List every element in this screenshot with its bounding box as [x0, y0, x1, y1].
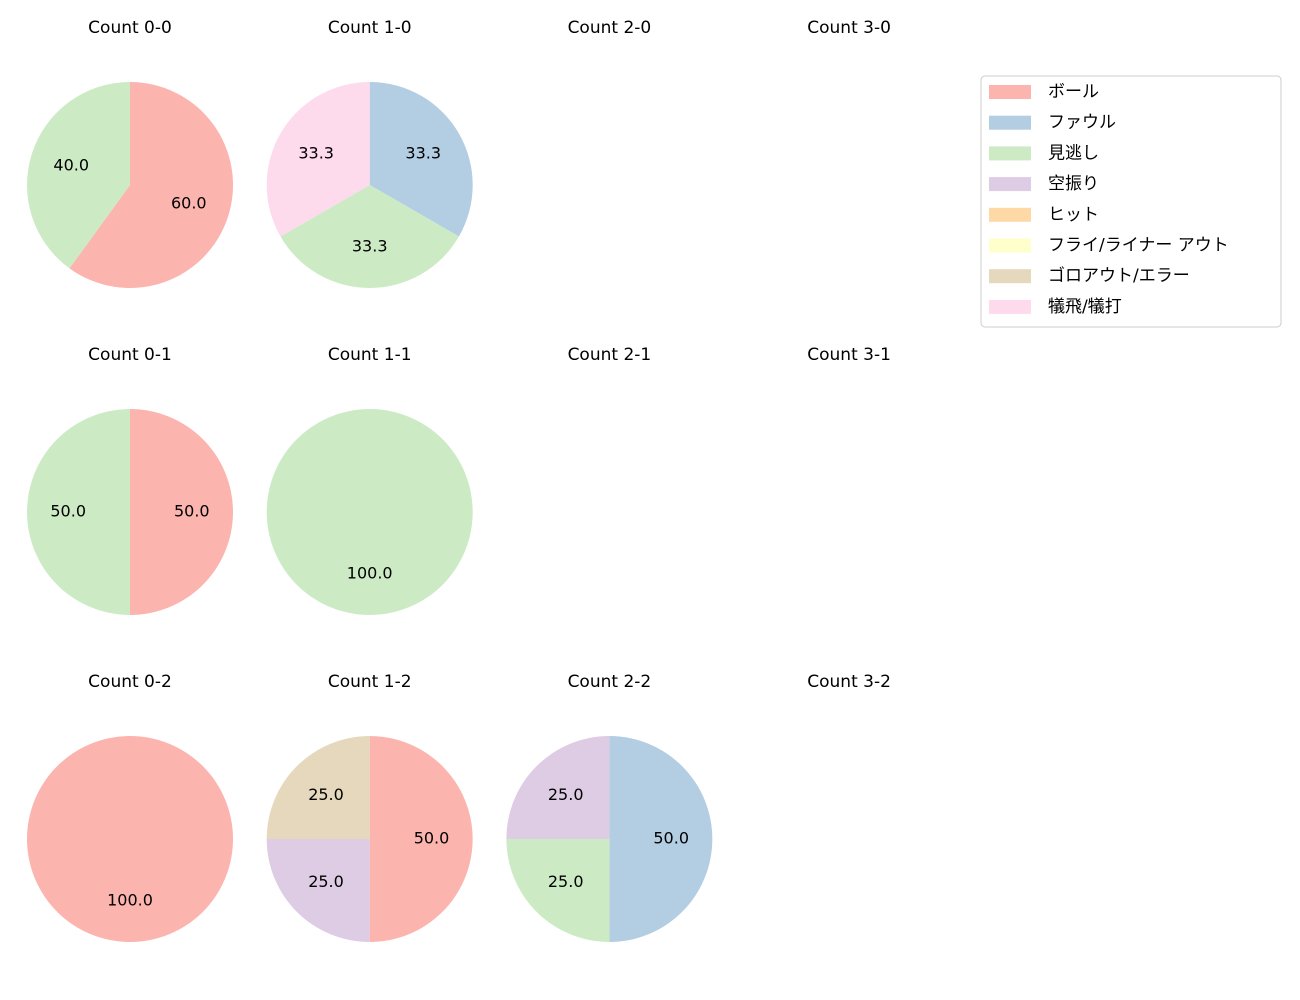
pie-title: Count 2-2	[568, 672, 652, 692]
legend-swatch	[989, 85, 1031, 99]
legend-swatch	[989, 207, 1031, 222]
pie-slice	[266, 839, 370, 942]
pie-title: Count 0-1	[88, 345, 172, 365]
pie-title: Count 3-2	[807, 672, 891, 692]
value-label: 100.0	[347, 563, 393, 582]
pie-title: Count 2-1	[568, 345, 652, 365]
pie-slice	[369, 736, 473, 942]
legend-label: 空振り	[1048, 174, 1099, 194]
pie-slice	[69, 82, 234, 288]
legend-label: ファウル	[1048, 113, 1116, 133]
legend-swatch	[989, 177, 1031, 192]
value-label: 25.0	[308, 872, 344, 891]
legend-swatch	[989, 146, 1031, 161]
legend-label: フライ/ライナー アウト	[1048, 236, 1229, 256]
pie-title: Count 0-2	[88, 672, 172, 692]
legend-swatch	[989, 238, 1031, 253]
pie-slice	[266, 736, 370, 839]
legend-label: 犠飛/犠打	[1048, 297, 1122, 317]
pie-slice	[27, 82, 131, 269]
pie-title: Count 1-1	[328, 345, 412, 365]
legend-label: ゴロアウト/エラー	[1048, 265, 1190, 286]
pie-title: Count 3-1	[807, 345, 891, 365]
value-label: 33.3	[405, 144, 441, 163]
pie-title: Count 2-0	[568, 18, 652, 38]
value-label: 33.3	[298, 144, 334, 163]
pie-slice	[27, 409, 130, 615]
legend-label: 見逃し	[1048, 143, 1099, 163]
legend-swatch	[989, 269, 1031, 284]
legend-box	[980, 75, 1282, 328]
value-label: 50.0	[50, 502, 86, 521]
value-label: 60.0	[171, 194, 207, 213]
value-label: 50.0	[653, 829, 689, 848]
value-label: 25.0	[548, 872, 584, 891]
pie-slice	[266, 82, 370, 237]
legend-label: ボール	[1048, 82, 1099, 102]
pie-title: Count 1-0	[328, 18, 412, 38]
value-label: 25.0	[548, 785, 584, 804]
value-label: 33.3	[352, 236, 388, 255]
value-label: 50.0	[414, 829, 450, 848]
value-label: 25.0	[308, 785, 344, 804]
pie-title: Count 3-0	[807, 18, 891, 38]
pie-slice	[266, 409, 473, 615]
pie-slice	[369, 82, 473, 237]
pie-slice	[506, 736, 610, 839]
pie-slice	[27, 736, 233, 942]
pie-slice	[130, 409, 233, 615]
pie-slice	[609, 736, 713, 942]
pie-slice	[506, 839, 610, 942]
legend-swatch	[989, 299, 1031, 314]
pie-title: Count 1-2	[328, 672, 412, 692]
value-label: 40.0	[53, 155, 89, 174]
value-label: 50.0	[174, 502, 210, 521]
legend-label: ヒット	[1048, 205, 1099, 225]
legend-swatch	[989, 115, 1031, 130]
pie-title: Count 0-0	[88, 18, 172, 38]
value-label: 100.0	[107, 890, 153, 909]
